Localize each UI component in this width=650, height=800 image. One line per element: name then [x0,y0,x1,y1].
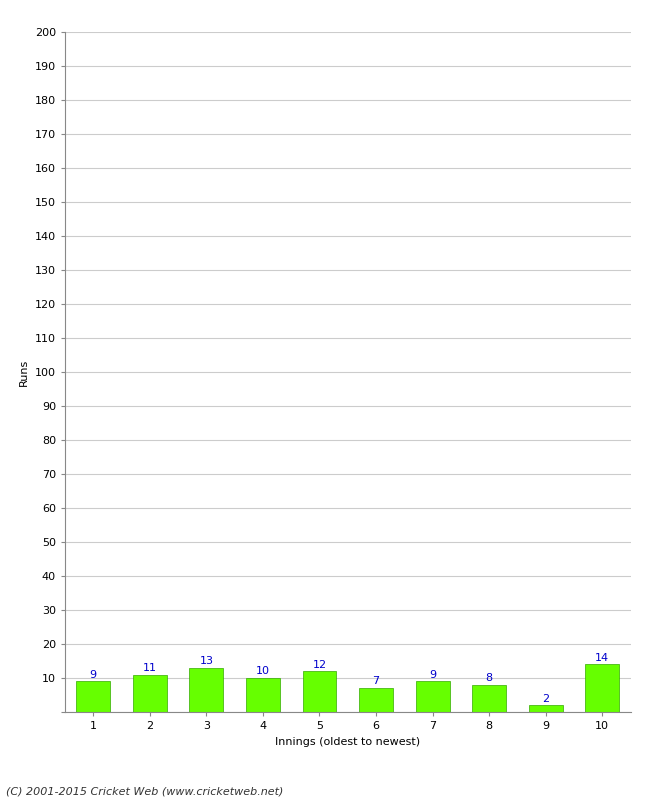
Bar [189,668,224,712]
Text: 8: 8 [486,673,493,683]
X-axis label: Innings (oldest to newest): Innings (oldest to newest) [275,737,421,746]
Bar [76,682,111,712]
Text: 13: 13 [200,656,213,666]
Y-axis label: Runs: Runs [20,358,29,386]
Bar [472,685,506,712]
Text: 9: 9 [90,670,97,680]
Text: 11: 11 [143,663,157,673]
Bar [528,706,563,712]
Text: 12: 12 [313,659,326,670]
Text: 9: 9 [429,670,436,680]
Bar [585,664,619,712]
Text: (C) 2001-2015 Cricket Web (www.cricketweb.net): (C) 2001-2015 Cricket Web (www.cricketwe… [6,786,284,796]
Text: 2: 2 [542,694,549,703]
Text: 14: 14 [595,653,609,662]
Bar [246,678,280,712]
Bar [359,688,393,712]
Bar [133,674,167,712]
Text: 7: 7 [372,677,380,686]
Text: 10: 10 [256,666,270,676]
Bar [415,682,450,712]
Bar [302,671,337,712]
